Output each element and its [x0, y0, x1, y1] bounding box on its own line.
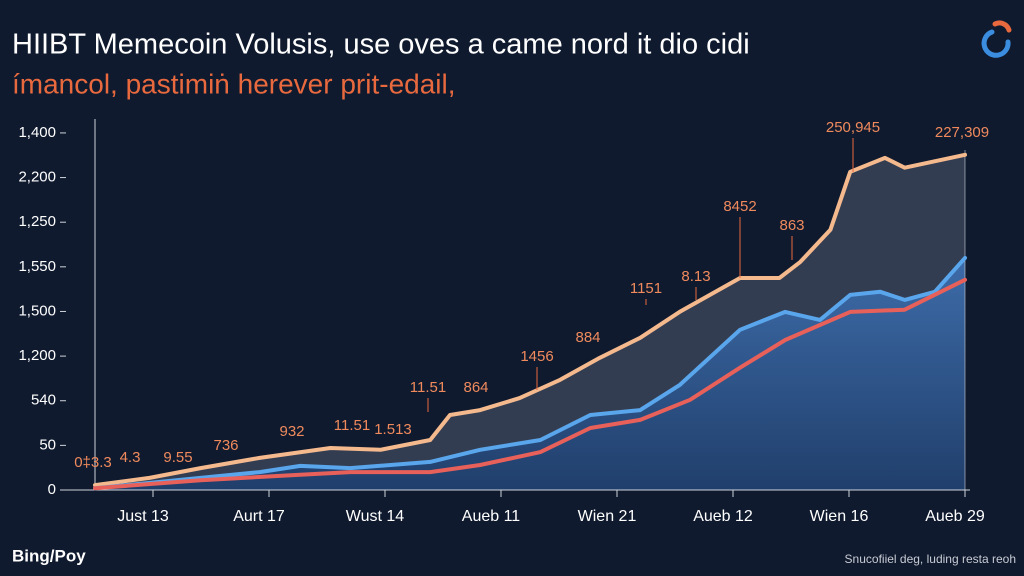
annotation: 9.55 — [163, 449, 192, 466]
x-tick-label: Aueb 29 — [925, 508, 985, 525]
annotation: 8452 — [723, 198, 756, 215]
annotation: 4.3 — [120, 449, 141, 466]
y-tick-label: 1,550 — [18, 258, 56, 275]
x-tick-label: Aueb 12 — [693, 508, 753, 525]
annotation: 0‡3.3 — [74, 454, 112, 471]
annotation: 250,945 — [826, 119, 880, 136]
chart-subtitle: ímancol, pastimiṅ herever prit-edail, — [12, 68, 456, 99]
chart-title: HIIBT Memecoin Volusis, use oves a came … — [12, 29, 750, 61]
source-left: Bing/Poy — [12, 546, 86, 565]
y-tick-label: 1,500 — [18, 302, 56, 319]
annotation: 864 — [463, 379, 488, 396]
series-line — [93, 152, 967, 488]
x-tick-label: Aurt 17 — [233, 508, 285, 525]
x-tick-label: Wust 14 — [346, 508, 405, 525]
annotation: 8.13 — [681, 268, 710, 285]
annotation: 932 — [279, 423, 304, 440]
annotation: 1.513 — [374, 421, 412, 438]
annotation: 11.51 — [334, 417, 370, 434]
x-tick-label: Wien 16 — [810, 508, 869, 525]
logo — [981, 20, 1012, 58]
y-tick-label: 1,250 — [18, 213, 56, 230]
y-tick-label: 1,200 — [18, 347, 56, 364]
x-tick-label: Wien 21 — [578, 508, 637, 525]
y-tick-label: 540 — [31, 392, 56, 409]
x-tick-label: Just 13 — [117, 508, 169, 525]
source-right: Snucofiiel deg, luding resta reoh — [845, 552, 1016, 566]
annotation: 1456 — [520, 348, 553, 365]
annotation: 884 — [575, 329, 600, 346]
series-area — [95, 257, 965, 490]
annotation: 227,309 — [935, 124, 989, 141]
x-tick-label: Aueb 11 — [462, 508, 521, 525]
annotation: 11.51 — [410, 379, 446, 396]
annotation: 863 — [779, 217, 804, 234]
y-tick-label: 50 — [39, 436, 56, 453]
annotation: 736 — [213, 437, 238, 454]
annotation: 1151 — [630, 280, 662, 297]
y-tick-label: 1,400 — [18, 124, 56, 141]
y-tick-label: 0 — [48, 481, 56, 498]
series-line — [93, 255, 967, 491]
y-tick-label: 2,200 — [18, 169, 56, 186]
series-line — [93, 277, 967, 491]
